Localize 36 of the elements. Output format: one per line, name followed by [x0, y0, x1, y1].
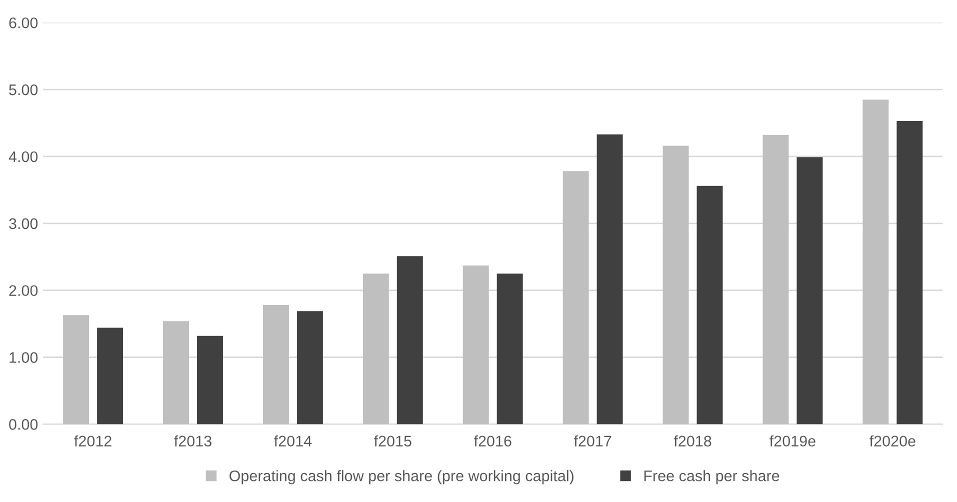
- bar: [396, 256, 423, 424]
- bar: [97, 328, 124, 424]
- bar: [262, 305, 289, 424]
- bar: [596, 134, 623, 424]
- bar: [362, 274, 389, 424]
- x-tick-label: f2015: [374, 435, 412, 447]
- bar: [796, 157, 823, 424]
- bar: [296, 311, 323, 424]
- bar: [163, 321, 189, 424]
- x-tick-label: f2013: [174, 435, 212, 447]
- x-tick-label: f2019e: [770, 435, 816, 447]
- y-tick-label: 2.00: [9, 285, 38, 296]
- bar: [662, 146, 689, 424]
- bar: [63, 315, 90, 424]
- y-tick-label: 3.00: [9, 218, 38, 230]
- x-tick-label: f2012: [74, 435, 112, 447]
- bar: [696, 186, 723, 424]
- bar: [462, 266, 489, 424]
- x-tick-label: f2016: [474, 435, 512, 447]
- y-tick-label: 1.00: [10, 352, 38, 363]
- x-tick-label: f2017: [574, 435, 612, 447]
- y-tick-label: 0.00: [9, 419, 38, 430]
- bar: [562, 171, 589, 424]
- bar: [862, 100, 889, 424]
- bar: [496, 274, 523, 424]
- legend-label: Free cash per share: [644, 470, 780, 484]
- bar: [762, 135, 789, 424]
- x-tick-label: f2018: [674, 435, 712, 447]
- y-tick-label: 6.00: [9, 17, 38, 28]
- bar: [896, 120, 923, 424]
- x-tick-label: f2020e: [870, 435, 916, 447]
- legend-label: Operating cash flow per share (pre working capital): [230, 470, 574, 484]
- y-tick-label: 4.00: [8, 151, 38, 162]
- bar: [196, 336, 223, 424]
- y-tick-label: 5.00: [9, 84, 38, 96]
- x-tick-label: f2014: [274, 435, 312, 447]
